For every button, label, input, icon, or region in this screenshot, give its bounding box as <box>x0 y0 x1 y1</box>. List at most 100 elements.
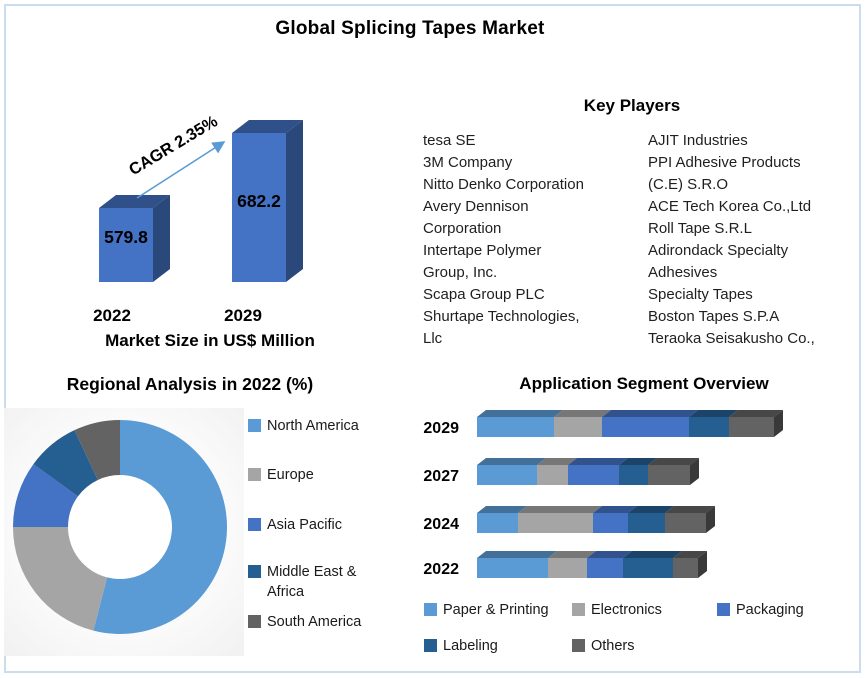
segment-top <box>648 458 699 465</box>
segment-top <box>587 551 632 558</box>
bar-category-label: 2029 <box>224 306 262 325</box>
cagr-arrow <box>136 141 226 199</box>
legend-swatch <box>717 603 730 616</box>
company-name: PPI Adhesive Products (C.E) S.R.O <box>648 154 801 193</box>
bar-2022-top <box>99 195 170 208</box>
segment-top <box>548 551 596 558</box>
segment-labeling <box>689 417 729 437</box>
application-stacked-chart: 2029 2027 2024 2022 <box>423 410 783 578</box>
segment-top <box>477 551 557 558</box>
bar-2029-side <box>286 120 303 282</box>
segment-labeling <box>628 513 665 533</box>
segment-paper-printing <box>477 558 548 578</box>
company-name: Boston Tapes S.P.A <box>648 308 780 325</box>
row-year-label: 2022 <box>423 561 459 578</box>
company-name: Adirondack Specialty Adhesives <box>648 242 789 281</box>
legend-item: North America <box>248 416 359 436</box>
bar-category-label: 2022 <box>93 306 131 325</box>
donut-slice-middle-east-africa <box>33 430 98 497</box>
legend-label: Packaging <box>736 602 804 618</box>
bar-value-label: 579.8 <box>104 227 148 247</box>
legend-swatch <box>572 639 585 652</box>
bar-2029 <box>232 133 286 282</box>
segment-top <box>689 410 738 417</box>
segment-electronics <box>537 465 568 485</box>
regional-analysis-title: Regional Analysis in 2022 (%) <box>66 374 314 394</box>
segment-electronics <box>518 513 593 533</box>
application-legend: Paper & Printing Electronics Packaging Labe… <box>420 598 850 660</box>
legend-item: Paper & Printing <box>424 600 549 620</box>
legend-swatch <box>572 603 585 616</box>
segment-others <box>673 558 698 578</box>
company-name: Scapa Group PLC <box>423 286 545 303</box>
legend-item: Labeling <box>424 636 498 656</box>
row-year-label: 2024 <box>423 516 459 533</box>
company-name: Nitto Denko Corporation <box>423 176 584 193</box>
legend-swatch <box>248 615 261 628</box>
segment-top <box>619 458 657 465</box>
segment-packaging <box>602 417 689 437</box>
row-year-label: 2029 <box>423 420 459 437</box>
segment-electronics <box>554 417 602 437</box>
donut-slice-south-america <box>74 420 120 480</box>
segment-top <box>673 551 707 558</box>
donut-slice-asia-pacific <box>13 464 78 527</box>
segment-packaging <box>568 465 619 485</box>
company-name: ACE Tech Korea Co.,Ltd <box>648 198 812 215</box>
segment-top <box>477 458 546 465</box>
segment-labeling <box>623 558 673 578</box>
company-name: Avery Dennison Corporation <box>423 198 529 237</box>
company-name: Intertape Polymer Group, Inc. <box>423 242 542 281</box>
segment-top <box>568 458 628 465</box>
segment-top <box>593 506 637 513</box>
segment-top <box>477 506 527 513</box>
segment-paper-printing <box>477 465 537 485</box>
legend-swatch <box>248 419 261 432</box>
legend-swatch <box>248 468 261 481</box>
segment-top <box>602 410 698 417</box>
regional-donut-chart <box>12 420 227 635</box>
legend-label: North America <box>267 418 359 434</box>
legend-item: Packaging <box>717 600 804 620</box>
segment-top <box>729 410 783 417</box>
company-name: Roll Tape S.R.L <box>648 220 752 237</box>
segment-top <box>554 410 611 417</box>
donut-slice-europe <box>12 527 108 631</box>
segment-top <box>477 410 563 417</box>
segment-top <box>537 458 577 465</box>
legend-swatch <box>424 603 437 616</box>
segment-packaging <box>587 558 623 578</box>
company-name: tesa SE <box>423 132 476 149</box>
segment-paper-printing <box>477 417 554 437</box>
bar-value-label: 682.2 <box>237 191 281 211</box>
bar-2022 <box>99 208 153 282</box>
legend-swatch <box>424 639 437 652</box>
segment-others <box>648 465 690 485</box>
bar-end-cap <box>706 506 715 533</box>
company-name: Specialty Tapes <box>648 286 753 303</box>
market-size-caption: Market Size in US$ Million <box>105 331 315 350</box>
legend-label: Labeling <box>443 638 498 654</box>
segment-paper-printing <box>477 513 518 533</box>
legend-label: Electronics <box>591 602 662 618</box>
legend-item: Europe <box>248 465 314 485</box>
key-players-column-right: AJIT Industries PPI Adhesive Products (C.… <box>648 130 860 350</box>
cagr-label: CAGR 2.35% <box>126 112 221 179</box>
key-players-column-left: tesa SE 3M Company Nitto Denko Corporation… <box>423 130 643 350</box>
bar-2029-top <box>232 120 303 133</box>
legend-item: Asia Pacific <box>248 515 342 535</box>
donut-slice-north-america <box>93 420 227 635</box>
regional-legend: North America Europe Asia Pacific Middle Ea… <box>248 408 386 658</box>
legend-item: Others <box>572 636 635 656</box>
legend-label: Paper & Printing <box>443 602 549 618</box>
segment-top <box>623 551 682 558</box>
legend-swatch <box>248 565 261 578</box>
company-name: Shurtape Technologies, Llc <box>423 308 580 347</box>
legend-item: Electronics <box>572 600 662 620</box>
segment-top <box>628 506 674 513</box>
company-name: Teraoka Seisakusho Co., <box>648 330 815 347</box>
key-players-title: Key Players <box>583 96 681 115</box>
segment-top <box>665 506 715 513</box>
row-year-label: 2027 <box>423 468 459 485</box>
